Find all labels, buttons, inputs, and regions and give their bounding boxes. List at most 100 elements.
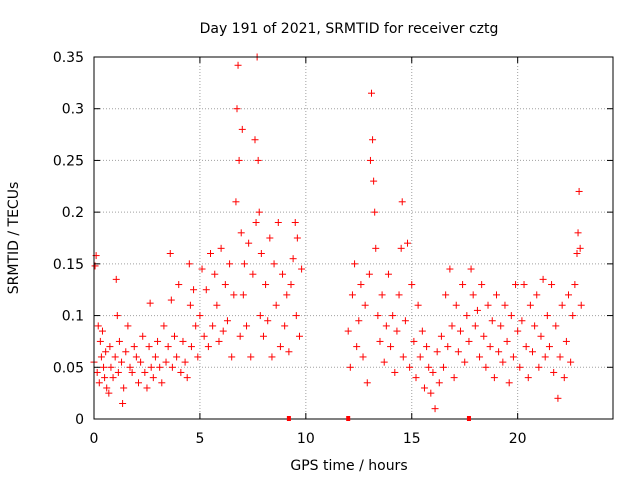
gap-marker — [346, 416, 351, 421]
data-point — [202, 286, 210, 294]
x-tick-label: 20 — [509, 431, 527, 447]
data-point — [207, 250, 215, 258]
data-point — [102, 348, 110, 356]
data-point — [264, 317, 272, 325]
data-point — [97, 353, 105, 361]
data-point — [113, 312, 121, 320]
data-point — [119, 399, 127, 407]
data-point — [429, 368, 437, 376]
data-point — [228, 353, 236, 361]
data-point — [126, 363, 134, 371]
data-point — [529, 348, 537, 356]
data-point — [376, 337, 384, 345]
data-point — [196, 312, 204, 320]
data-point — [272, 301, 280, 309]
data-point — [162, 358, 170, 366]
data-point — [139, 332, 147, 340]
data-point — [512, 281, 520, 289]
data-point — [522, 343, 530, 351]
data-point — [107, 363, 115, 371]
data-point — [215, 337, 223, 345]
data-point — [384, 270, 392, 278]
data-point — [115, 337, 123, 345]
data-point — [389, 312, 397, 320]
data-point — [442, 291, 450, 299]
data-point — [497, 322, 505, 330]
data-point — [292, 312, 300, 320]
axis-ticks: 0 5 10 15 20 0 0.05 0.1 0.15 0.2 0.25 0.3 0.35 — [53, 50, 613, 447]
data-point — [478, 281, 486, 289]
data-point — [236, 332, 244, 340]
plot-frame — [93, 56, 614, 420]
data-point — [181, 358, 189, 366]
data-point — [270, 260, 278, 268]
data-point — [173, 353, 181, 361]
data-point — [543, 312, 551, 320]
data-point — [575, 187, 583, 195]
data-point — [185, 260, 193, 268]
data-point — [490, 374, 498, 382]
data-point — [378, 291, 386, 299]
data-point — [276, 343, 284, 351]
data-point — [418, 327, 426, 335]
data-point — [486, 343, 494, 351]
data-point — [293, 234, 301, 242]
data-point — [556, 353, 564, 361]
data-point — [249, 270, 257, 278]
data-point — [495, 348, 503, 356]
data-point — [541, 353, 549, 361]
data-point — [237, 229, 245, 237]
data-point — [484, 301, 492, 309]
y-tick-label: 0.15 — [53, 257, 84, 273]
data-point — [359, 353, 367, 361]
data-point — [230, 291, 238, 299]
data-point — [537, 332, 545, 340]
data-point — [514, 327, 522, 335]
data-point — [558, 301, 566, 309]
data-point — [361, 301, 369, 309]
data-point — [279, 270, 287, 278]
data-point — [262, 281, 270, 289]
data-point — [357, 281, 365, 289]
data-point — [492, 291, 500, 299]
data-point — [100, 363, 108, 371]
data-point — [235, 156, 243, 164]
data-point — [170, 332, 178, 340]
data-point — [533, 291, 541, 299]
data-point — [526, 301, 534, 309]
data-point — [488, 317, 496, 325]
data-point — [435, 379, 443, 387]
data-point — [221, 281, 229, 289]
data-point — [431, 405, 439, 413]
data-point — [287, 281, 295, 289]
y-tick-label: 0 — [75, 412, 84, 428]
data-point — [295, 332, 303, 340]
data-point — [111, 353, 119, 361]
data-point — [223, 317, 231, 325]
data-point — [255, 208, 263, 216]
data-point — [211, 270, 219, 278]
data-point — [186, 301, 194, 309]
data-point — [518, 317, 526, 325]
data-point — [554, 394, 562, 402]
data-point — [412, 374, 420, 382]
data-point — [567, 358, 575, 366]
data-point — [507, 312, 515, 320]
data-point — [473, 306, 481, 314]
y-tick-label: 0.05 — [53, 360, 84, 376]
data-point — [574, 229, 582, 237]
data-point — [372, 244, 380, 252]
data-point — [149, 374, 157, 382]
data-point — [190, 286, 198, 294]
data-point — [175, 281, 183, 289]
data-point — [531, 322, 539, 330]
data-point — [256, 312, 264, 320]
data-point — [158, 379, 166, 387]
data-point — [565, 291, 573, 299]
data-point — [425, 363, 433, 371]
data-point — [398, 198, 406, 206]
data-point — [281, 322, 289, 330]
data-point — [245, 239, 253, 247]
data-point — [387, 343, 395, 351]
